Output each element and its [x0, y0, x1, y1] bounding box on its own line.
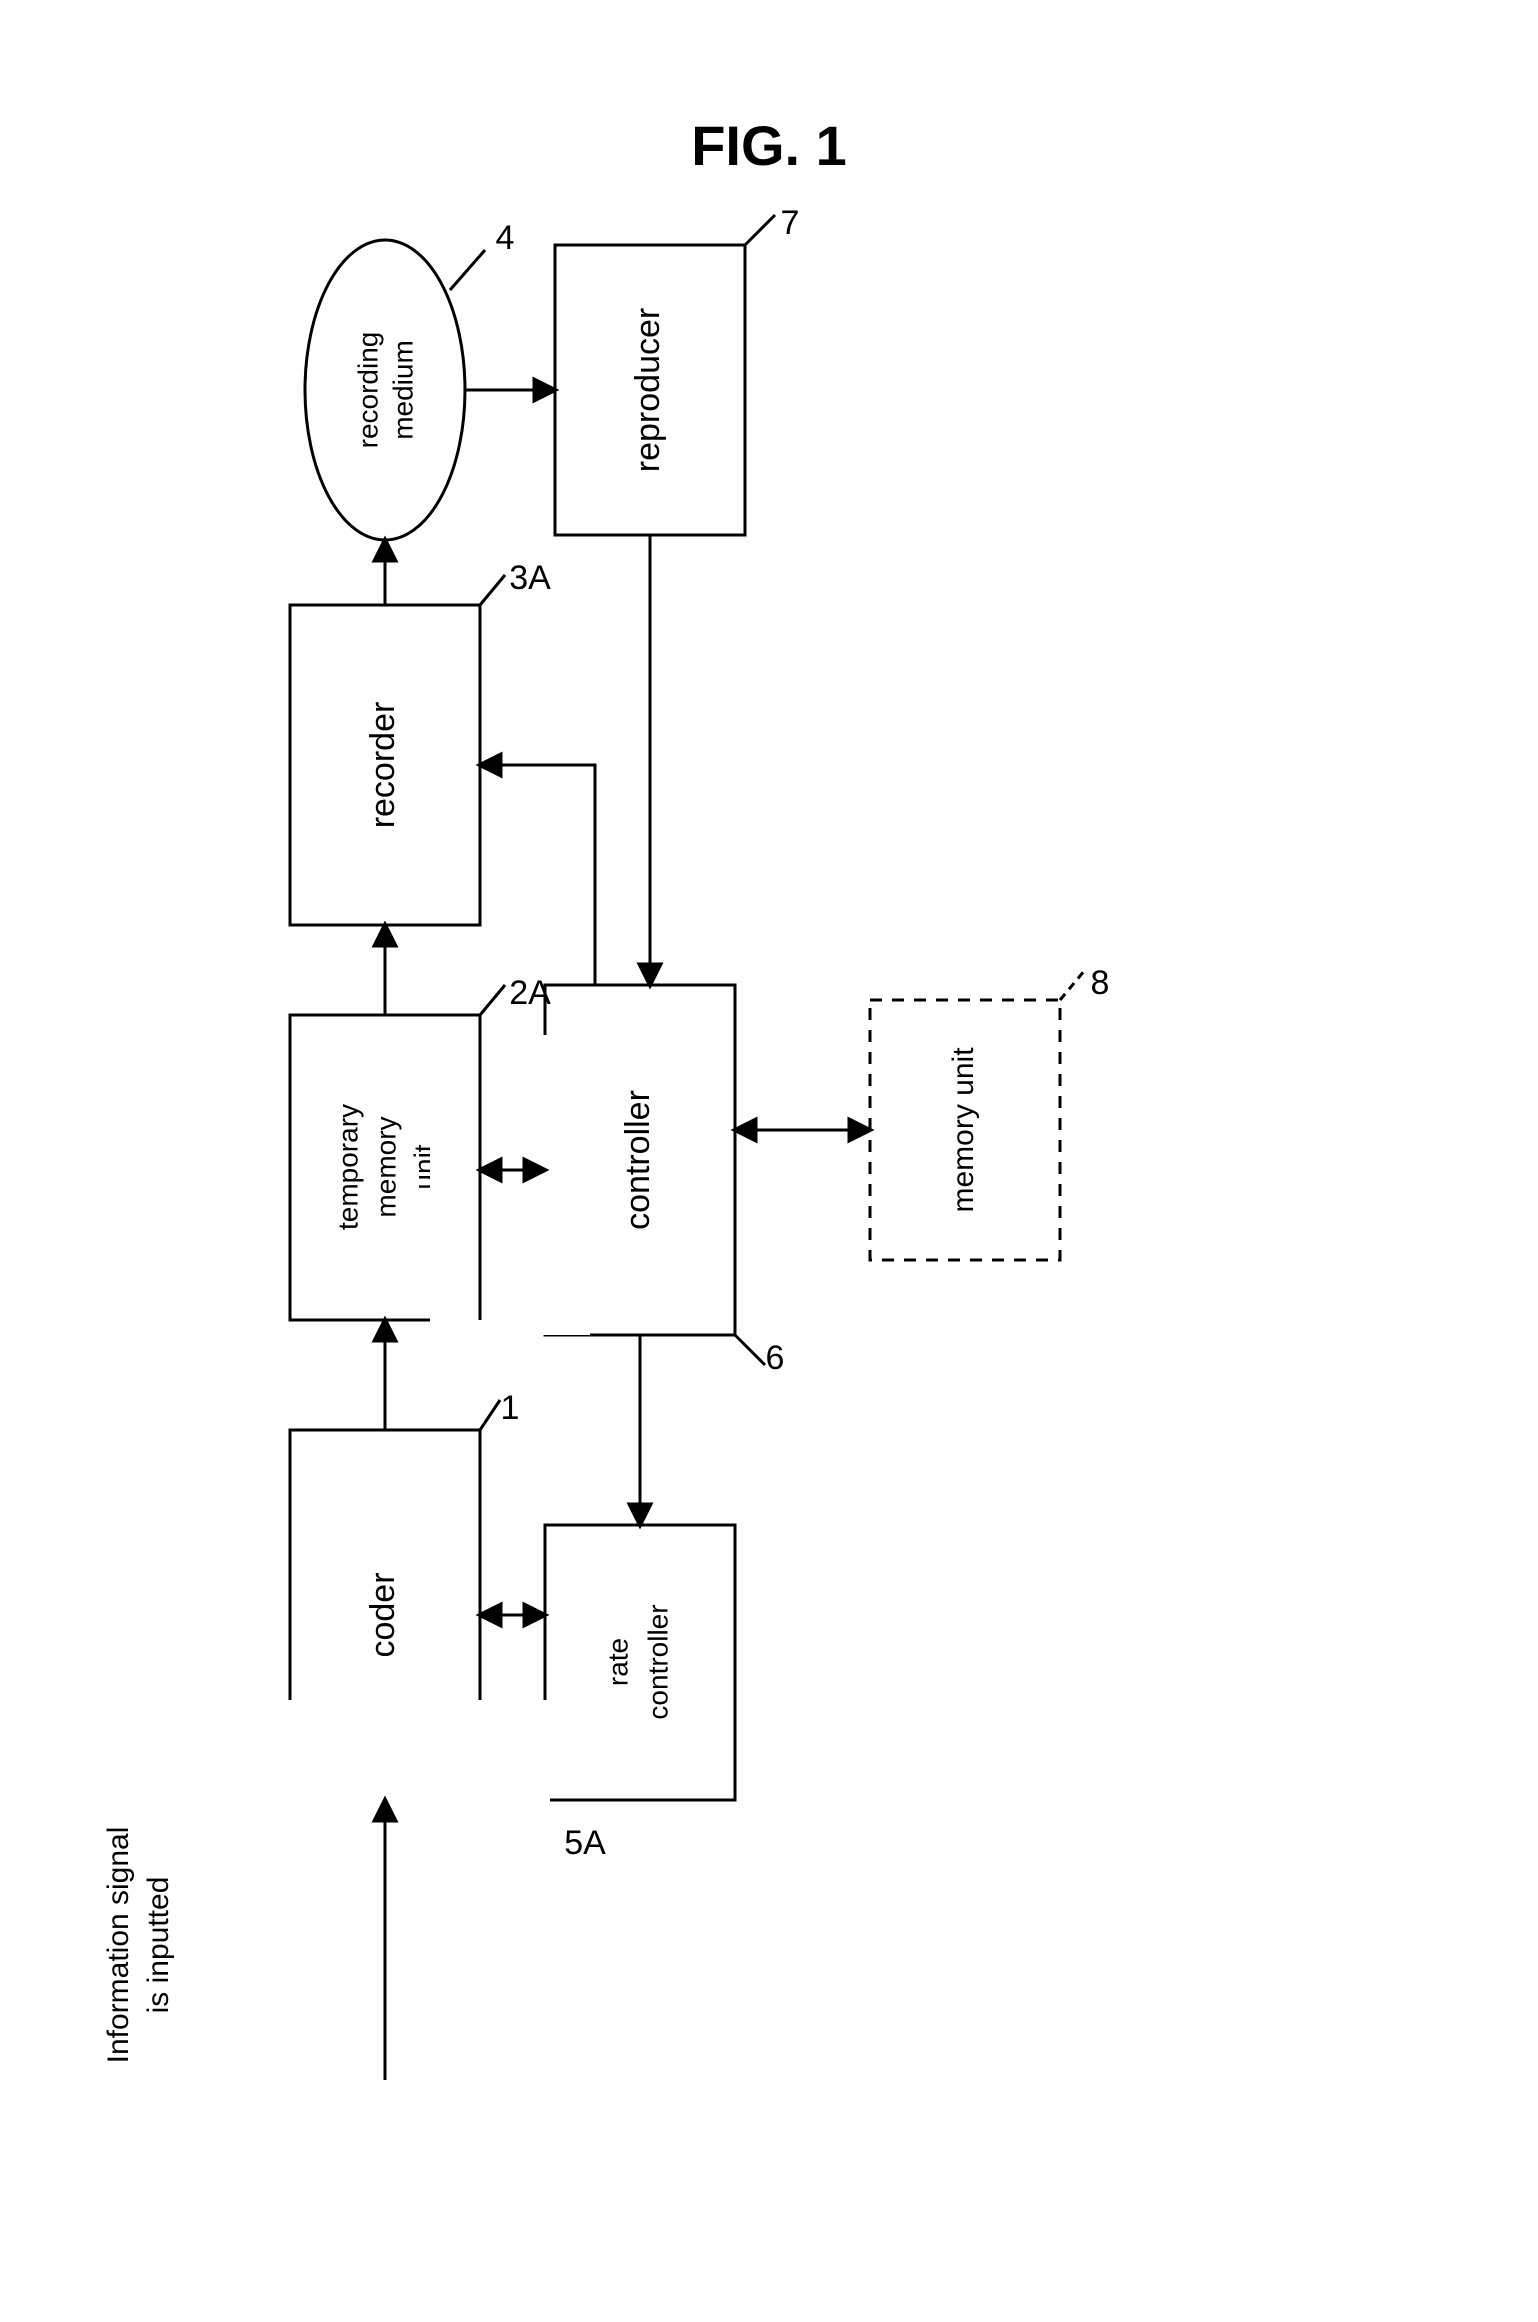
- figure-title: FIG. 1: [691, 114, 847, 177]
- svg-text:4: 4: [496, 219, 515, 257]
- svg-text:recording: recording: [352, 332, 383, 449]
- node-recorder: recorder 3A: [290, 559, 551, 925]
- svg-text:1: 1: [501, 1389, 520, 1427]
- node-rate-controller: rate controller 5A: [545, 1525, 735, 1862]
- svg-text:temporary: temporary: [332, 1104, 363, 1230]
- svg-text:8: 8: [1091, 964, 1110, 1002]
- svg-text:controller: controller: [642, 1604, 673, 1719]
- svg-text:6: 6: [766, 1339, 785, 1377]
- svg-text:Information signal: Information signal: [102, 1827, 135, 2064]
- svg-text:7: 7: [781, 204, 800, 242]
- svg-text:5A: 5A: [564, 1824, 606, 1862]
- block-diagram: FIG. 1 Information signal is inputted co…: [0, 0, 1538, 2322]
- svg-text:memory: memory: [370, 1116, 401, 1217]
- svg-text:medium: medium: [387, 340, 418, 440]
- svg-text:3A: 3A: [509, 559, 551, 597]
- svg-text:memory unit: memory unit: [947, 1047, 980, 1213]
- node-memory-unit: memory unit 8: [870, 964, 1109, 1260]
- svg-text:recorder: recorder: [364, 702, 402, 829]
- svg-text:is inputted: is inputted: [142, 1877, 175, 2014]
- svg-text:reproducer: reproducer: [629, 308, 667, 472]
- svg-text:coder: coder: [364, 1572, 402, 1657]
- node-recording-medium: recording medium 4: [305, 219, 514, 540]
- svg-text:controller: controller: [619, 1090, 657, 1230]
- node-reproducer: reproducer 7: [555, 204, 799, 535]
- edge-controller-to-recorder: [480, 765, 595, 985]
- svg-text:rate: rate: [602, 1638, 633, 1686]
